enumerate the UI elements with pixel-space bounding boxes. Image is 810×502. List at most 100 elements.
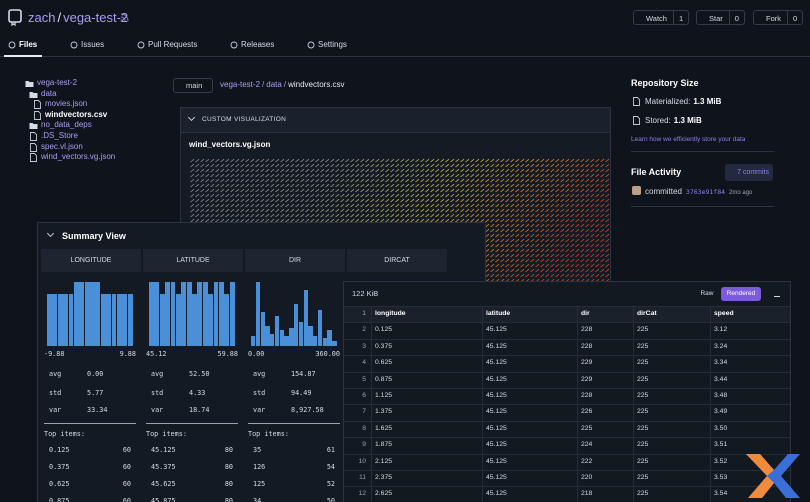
nav-tab[interactable]: Files — [8, 40, 37, 49]
table-panel: 122 KiBRawRendered1longitudelatitudedird… — [343, 281, 791, 502]
top-item-count: 52 — [305, 480, 335, 488]
table-cell: 225 — [637, 441, 648, 448]
folder-link[interactable]: data — [41, 89, 57, 98]
nav-tab[interactable]: Settings — [307, 40, 347, 49]
table-cell: 45.125 — [486, 490, 507, 497]
table-cell: 3.24 — [714, 343, 727, 350]
table-cell: 2.625 — [375, 490, 392, 497]
repo-action-button[interactable]: Fork0 — [753, 10, 803, 25]
table-cell: 228 — [581, 343, 592, 350]
histogram-bar — [203, 282, 208, 346]
file-link[interactable]: movies.json — [45, 99, 87, 108]
histogram-bar — [69, 294, 74, 346]
repo-link[interactable]: vega-test-2 — [63, 10, 128, 25]
repo-path: zach/vega-test-2 — [28, 10, 128, 25]
top-items-label: Top items: — [44, 430, 85, 438]
size-label: Stored: — [645, 116, 671, 125]
section-title: File Activity — [631, 167, 681, 177]
table-cell: 1.625 — [375, 425, 392, 432]
column-name: dirCat — [637, 310, 657, 317]
folder-link[interactable]: vega-test-2 — [37, 78, 77, 87]
table-cell: 224 — [581, 441, 592, 448]
top-items-label: Top items: — [248, 430, 289, 438]
view-mode-button[interactable]: Raw — [696, 287, 718, 301]
cube-icon — [632, 97, 641, 106]
table-cell: 1.125 — [375, 392, 392, 399]
nav-tab[interactable]: Issues — [70, 40, 104, 49]
line-number: 12 — [344, 490, 366, 497]
histogram-bar — [289, 328, 293, 346]
tab-label: Issues — [81, 40, 104, 49]
column-name: longitude — [375, 310, 406, 317]
folder-icon — [25, 79, 34, 88]
table-cell: 3.44 — [714, 376, 727, 383]
tab-icon — [307, 41, 315, 49]
column-divider — [577, 306, 578, 502]
stats-divider — [44, 423, 136, 424]
file-icon — [29, 132, 38, 141]
button-count: 0 — [729, 11, 744, 24]
commits-badge[interactable]: 7 commits — [725, 164, 773, 181]
histogram-bar — [197, 282, 202, 346]
top-item-value: 0.625 — [49, 480, 69, 488]
histogram-bar — [187, 282, 192, 346]
top-item-value: 45.125 — [151, 446, 176, 454]
table-cell: 225 — [581, 425, 592, 432]
column-divider — [482, 306, 483, 502]
line-number: 6 — [344, 392, 366, 399]
folder-link[interactable]: no_data_deps — [41, 120, 92, 129]
table-cell: 45.125 — [486, 408, 507, 415]
column-name: dir — [581, 310, 590, 317]
file-icon — [33, 100, 42, 109]
file-link[interactable]: windvectors.csv — [45, 110, 107, 119]
histogram-bar — [251, 336, 255, 346]
stat-value: 94.49 — [291, 389, 311, 397]
histogram-bar — [58, 294, 63, 346]
histogram-bar — [63, 294, 68, 346]
table-cell: 3.52 — [714, 458, 727, 465]
stat-name: avg — [253, 370, 265, 378]
file-link[interactable]: wind_vectors.vg.json — [41, 152, 115, 161]
commit-hash[interactable]: 3763e91f84 — [686, 188, 725, 196]
nav-tab[interactable]: Releases — [230, 40, 274, 49]
download-button[interactable] — [774, 289, 780, 297]
table-cell: 3.53 — [714, 474, 727, 481]
table-cell: 225 — [637, 458, 648, 465]
histogram-bar — [176, 294, 181, 346]
histogram-bar — [74, 282, 79, 346]
histogram-bar — [318, 310, 322, 346]
breadcrumb-item[interactable]: vega-test-2 — [220, 80, 260, 89]
histogram-bar — [95, 282, 100, 346]
nav-tab[interactable]: Pull Requests — [137, 40, 197, 49]
breadcrumb-item[interactable]: data — [266, 80, 282, 89]
line-number: 8 — [344, 425, 366, 432]
table-cell: 0.875 — [375, 376, 392, 383]
stat-value: 4.33 — [189, 389, 205, 397]
table-cell: 229 — [581, 376, 592, 383]
owner-link[interactable]: zach — [28, 10, 55, 25]
histogram-bar — [224, 294, 229, 346]
stat-name: var — [253, 406, 265, 414]
file-link[interactable]: spec.vl.json — [41, 142, 83, 151]
branch-selector[interactable]: main — [173, 78, 213, 93]
repo-action-button[interactable]: Star0 — [696, 10, 745, 25]
top-item-value: 45.375 — [151, 463, 176, 471]
top-item-count: 60 — [101, 446, 131, 454]
breadcrumb: vega-test-2/data/windvectors.csv — [220, 80, 345, 89]
line-number: 1 — [344, 310, 366, 317]
column-header: LATITUDE — [143, 249, 243, 272]
column-header: LONGITUDE — [41, 249, 141, 272]
view-mode-button[interactable]: Rendered — [721, 287, 761, 301]
histogram-bar — [299, 322, 303, 346]
histogram-bar — [313, 336, 317, 346]
repo-action-button[interactable]: Watch1 — [633, 10, 689, 25]
range-min: -9.88 — [44, 350, 64, 358]
file-link[interactable]: .DS_Store — [41, 131, 78, 140]
table-cell: 2.125 — [375, 458, 392, 465]
collapse-chevron[interactable] — [47, 230, 54, 237]
learn-link[interactable]: Learn how we efficiently store your data — [631, 136, 745, 143]
tab-label: Settings — [318, 40, 347, 49]
top-item-count: 61 — [305, 446, 335, 454]
